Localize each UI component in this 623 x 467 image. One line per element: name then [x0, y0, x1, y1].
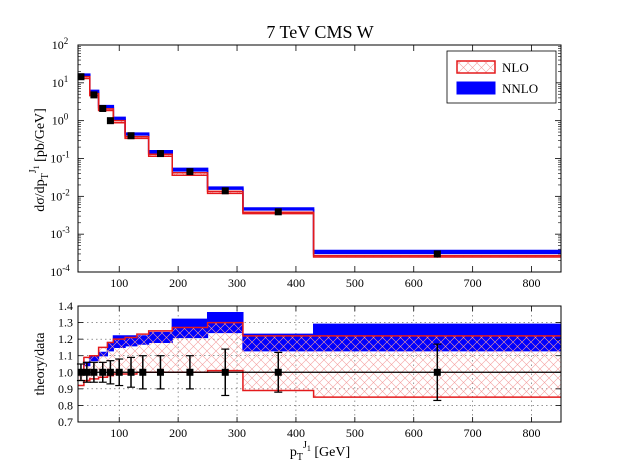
bottom-xtick-label: 700	[464, 426, 482, 440]
top-data-point	[186, 168, 194, 176]
top-xtick-label: 100	[110, 276, 128, 290]
top-ytick-label: 10-3	[50, 225, 70, 241]
bottom-data-point	[433, 368, 441, 376]
top-data-point	[90, 91, 98, 99]
top-xtick-label: 400	[287, 276, 305, 290]
top-ytick-label: 100	[52, 112, 69, 128]
legend-nlo-label: NLO	[502, 60, 529, 75]
bottom-xtick-label: 800	[523, 426, 541, 440]
top-x-ticks: 100 200 300 400 500 600 700 800	[110, 45, 541, 290]
bottom-y-ticks: 0.7 0.8 0.9 1.0 1.1 1.2 1.3 1.4	[58, 299, 561, 429]
top-data-point	[99, 104, 107, 112]
top-ytick-label: 10-4	[50, 263, 70, 279]
bottom-ytick-label: 1.2	[58, 332, 73, 346]
top-y-ticks: 10-4 10-3 10-2 10-1 100 101 102	[50, 36, 561, 279]
bottom-x-ticks: 100 200 300 400 500 600 700 800	[110, 306, 541, 440]
top-nlo-edge-high	[78, 75, 561, 257]
top-data-point	[433, 250, 441, 258]
bottom-xlabel: pTJ1 [GeV]	[290, 440, 350, 463]
legend-nlo-swatch	[456, 60, 496, 74]
top-ytick-label: 102	[52, 36, 69, 52]
bottom-ytick-label: 1.0	[58, 365, 73, 379]
bottom-data-point	[115, 368, 123, 376]
bottom-xtick-label: 100	[110, 426, 128, 440]
bottom-frame	[77, 305, 562, 423]
bottom-data-point	[156, 368, 164, 376]
top-data-point	[274, 208, 282, 216]
top-xtick-label: 300	[228, 276, 246, 290]
top-ytick-label: 10-1	[50, 150, 70, 166]
top-ylabel: dσ/dpTJ1 [pb/GeV]	[28, 108, 51, 212]
bottom-data-point	[99, 368, 107, 376]
bottom-data-point	[90, 368, 98, 376]
legend-nnlo-swatch	[456, 81, 496, 95]
bottom-xtick-label: 300	[228, 426, 246, 440]
top-xtick-label: 200	[169, 276, 187, 290]
bottom-ytick-label: 1.4	[58, 299, 73, 313]
bottom-xtick-label: 500	[346, 426, 364, 440]
bottom-xtick-label: 400	[287, 426, 305, 440]
top-xtick-label: 500	[346, 276, 364, 290]
legend: NLO NNLO	[446, 50, 557, 104]
bottom-nlo-edge-low	[78, 369, 561, 398]
top-ytick-label: 101	[52, 74, 69, 90]
bottom-nlo-band	[78, 322, 561, 398]
bottom-ytick-label: 0.7	[58, 415, 73, 429]
bottom-bands	[78, 312, 561, 398]
bottom-data-point	[139, 368, 147, 376]
bottom-nlo-edge-high	[78, 321, 561, 374]
top-xtick-label: 600	[405, 276, 423, 290]
bottom-data-point	[186, 368, 194, 376]
bottom-ytick-label: 1.3	[58, 316, 73, 330]
bottom-xtick-label: 600	[405, 426, 423, 440]
bottom-data-point	[274, 368, 282, 376]
top-xtick-label: 700	[464, 276, 482, 290]
top-data-point	[106, 117, 114, 125]
legend-nnlo-label: NNLO	[502, 81, 538, 96]
top-ytick-label: 10-2	[50, 187, 70, 203]
bottom-xtick-label: 200	[169, 426, 187, 440]
top-xtick-label: 800	[523, 276, 541, 290]
top-data-point	[127, 132, 135, 140]
top-data-points	[77, 73, 441, 258]
chart-title: 7 TeV CMS W	[266, 22, 373, 42]
bottom-ylabel: theory/data	[33, 332, 48, 396]
top-nlo-band	[78, 76, 561, 257]
top-data-point	[221, 187, 229, 195]
bottom-data-point	[83, 368, 91, 376]
top-data-point	[156, 150, 164, 158]
bottom-ytick-label: 0.9	[58, 382, 73, 396]
top-nlo-edge-low	[78, 77, 561, 258]
bottom-data-point	[106, 368, 114, 376]
bottom-data-point	[127, 368, 135, 376]
bottom-ytick-label: 1.1	[58, 349, 73, 363]
bottom-ytick-label: 0.8	[58, 398, 73, 412]
top-data-point	[77, 73, 85, 81]
bottom-data-point	[221, 368, 229, 376]
